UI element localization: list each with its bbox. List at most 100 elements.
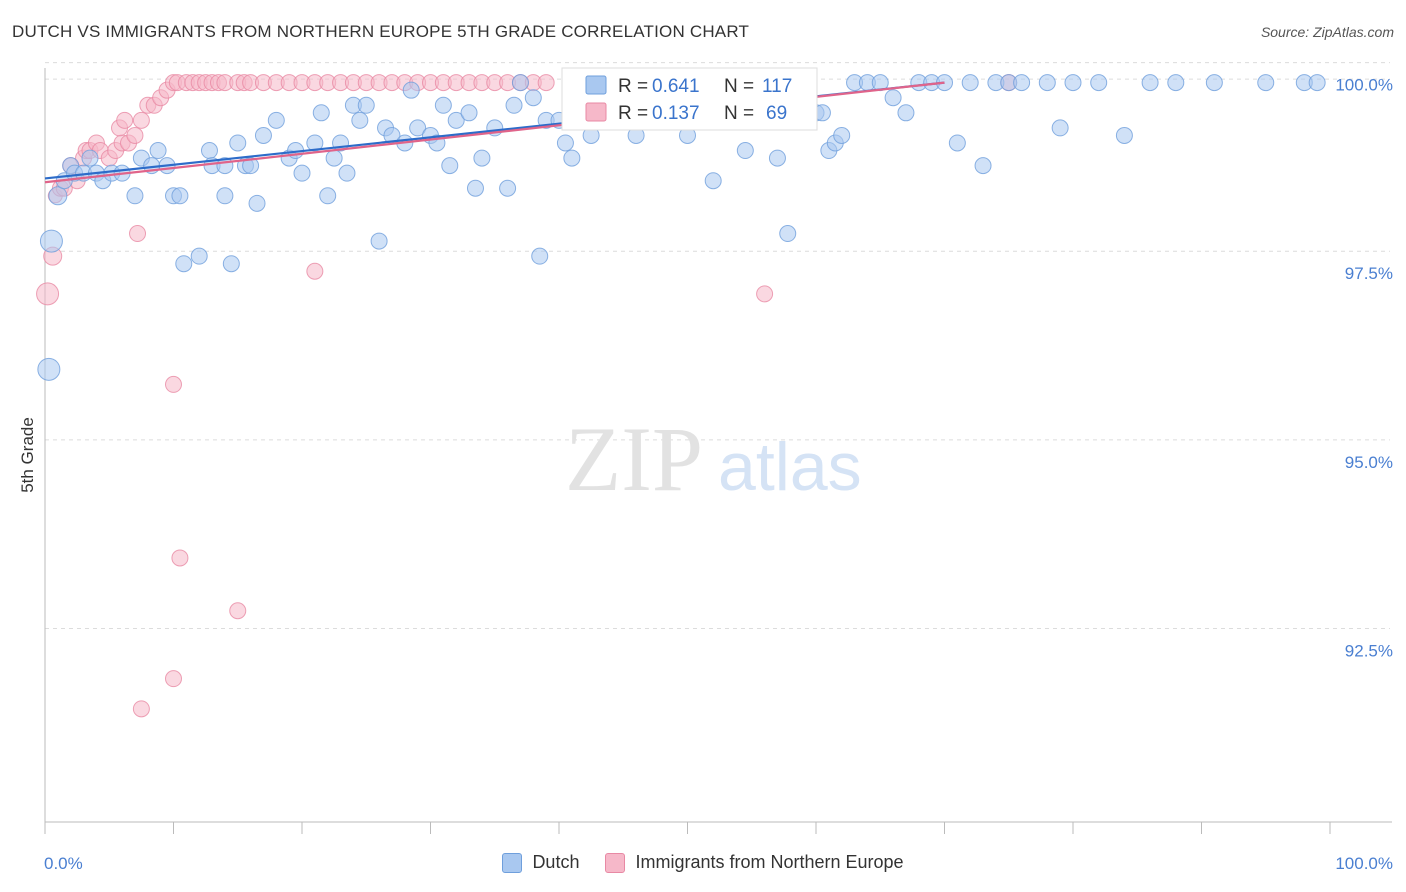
dutch-point <box>1115 126 1133 144</box>
dutch-point <box>473 149 491 167</box>
legend-immi-n-value: 69 <box>766 103 787 124</box>
dutch-point <box>556 134 574 152</box>
dutch-point <box>897 104 915 122</box>
axes <box>44 68 1392 834</box>
immigrants-point <box>537 74 555 92</box>
dutch-point <box>505 96 523 114</box>
immigrants-point <box>36 282 60 306</box>
dutch-point <box>1141 74 1159 92</box>
dutch-point <box>1257 74 1275 92</box>
y-axis-label: 5th Grade <box>18 417 37 493</box>
legend-item-immigrants: Immigrants from Northern Europe <box>605 852 904 873</box>
dutch-point <box>39 229 63 253</box>
dutch-point <box>149 142 167 160</box>
dutch-point <box>229 134 247 152</box>
watermark-atlas: atlas <box>718 429 862 505</box>
x-tick-label-min: 0.0% <box>44 854 83 873</box>
dutch-point <box>409 119 427 137</box>
dutch-point <box>1038 74 1056 92</box>
dutch-point <box>175 255 193 273</box>
dutch-point <box>48 186 68 206</box>
dutch-point <box>1090 74 1108 92</box>
dutch-point <box>961 74 979 92</box>
chart-title: DUTCH VS IMMIGRANTS FROM NORTHERN EUROPE… <box>12 22 750 41</box>
dutch-point <box>293 164 311 182</box>
immigrants-point <box>132 111 150 129</box>
dutch-point <box>531 247 549 265</box>
dutch-point <box>306 134 324 152</box>
y-tick-label: 92.5% <box>1345 641 1393 660</box>
dutch-point <box>704 172 722 190</box>
immigrants-point <box>132 700 150 718</box>
x-tick-labels: 0.0% 100.0% <box>44 854 1393 873</box>
dutch-point <box>126 187 144 205</box>
legend-swatch-dutch <box>502 852 523 873</box>
dutch-point <box>1308 74 1326 92</box>
dutch-point <box>948 134 966 152</box>
dutch-point <box>1013 74 1031 92</box>
grid-lines <box>45 62 1390 629</box>
immigrants-point <box>306 262 324 280</box>
dutch-point <box>1167 74 1185 92</box>
legend-dutch-r-value: 0.641 <box>652 76 700 97</box>
dutch-point <box>402 81 420 99</box>
legend-dutch-swatch <box>585 75 607 95</box>
dutch-point <box>200 142 218 160</box>
immigrants-point <box>229 602 247 620</box>
legend-label-dutch: Dutch <box>532 852 580 872</box>
dutch-point <box>779 225 797 243</box>
legend-immi-r-value: 0.137 <box>652 103 700 124</box>
dutch-point <box>833 126 851 144</box>
dutch-point <box>1051 119 1069 137</box>
dutch-point <box>357 96 375 114</box>
legend-dutch-r-label: R = <box>618 76 648 97</box>
immigrants-point <box>116 111 134 129</box>
dutch-point <box>466 179 484 197</box>
legend-immi-n-label: N = <box>724 103 754 124</box>
dutch-point <box>884 89 902 107</box>
dutch-point <box>563 149 581 167</box>
dutch-point <box>254 126 272 144</box>
dutch-point <box>338 164 356 182</box>
immigrants-point <box>165 670 182 688</box>
immigrants-point <box>756 285 774 303</box>
watermark-zip: ZIP <box>565 408 703 510</box>
dutch-point <box>190 247 208 265</box>
legend-item-dutch: Dutch <box>502 852 579 873</box>
dutch-point <box>974 157 992 175</box>
dutch-point <box>267 111 285 129</box>
immigrants-point <box>129 225 147 243</box>
y-tick-labels: 100.0% 97.5% 95.0% 92.5% <box>1335 76 1393 661</box>
chart-source: Source: ZipAtlas.com <box>1260 24 1394 40</box>
dutch-point <box>768 149 786 167</box>
chart-legend: Dutch Immigrants from Northern Europe <box>0 852 1406 873</box>
dutch-point <box>460 104 478 122</box>
y-tick-label: 97.5% <box>1345 264 1393 283</box>
dutch-point <box>370 232 388 250</box>
dutch-point <box>1064 74 1082 92</box>
dutch-point <box>434 96 452 114</box>
dutch-point <box>511 74 529 92</box>
dutch-point <box>325 149 343 167</box>
correlation-legend: R = 0.641 N = 117 R = 0.137 N = 69 <box>561 67 818 131</box>
dutch-point <box>447 111 465 129</box>
dutch-point <box>351 111 369 129</box>
dutch-point <box>441 157 459 175</box>
series-immigrants-points <box>36 74 1018 718</box>
dutch-point <box>736 142 754 160</box>
legend-swatch-immigrants <box>605 852 626 873</box>
dutch-point <box>499 179 517 197</box>
immigrants-point <box>165 375 182 393</box>
dutch-point <box>248 194 266 212</box>
legend-dutch-n-label: N = <box>724 76 754 97</box>
immigrants-point <box>171 549 189 567</box>
immigrants-point <box>126 126 144 144</box>
dutch-point <box>1205 74 1223 92</box>
dutch-point <box>216 187 234 205</box>
dutch-point <box>524 89 542 107</box>
x-tick-label-max: 100.0% <box>1335 854 1393 873</box>
legend-immi-swatch <box>585 102 607 122</box>
dutch-point <box>319 187 337 205</box>
y-tick-label: 100.0% <box>1335 76 1393 95</box>
